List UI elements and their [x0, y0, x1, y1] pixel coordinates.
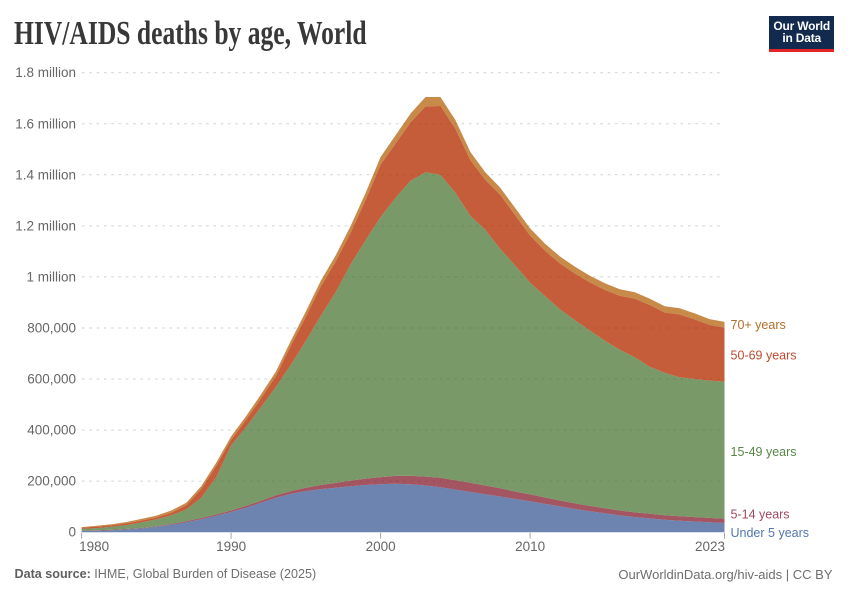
svg-text:2023: 2023	[695, 539, 725, 554]
svg-text:200,000: 200,000	[27, 474, 76, 489]
svg-text:600,000: 600,000	[27, 372, 76, 387]
svg-text:1980: 1980	[79, 539, 109, 554]
svg-text:1.4 million: 1.4 million	[15, 167, 76, 182]
svg-text:1.8 million: 1.8 million	[15, 65, 76, 80]
svg-text:70+ years: 70+ years	[731, 318, 786, 332]
svg-text:2010: 2010	[515, 539, 545, 554]
svg-text:800,000: 800,000	[27, 321, 76, 336]
svg-text:0: 0	[68, 525, 76, 540]
svg-text:1.6 million: 1.6 million	[15, 116, 76, 131]
svg-text:5-14 years: 5-14 years	[731, 508, 790, 522]
svg-text:1990: 1990	[216, 539, 246, 554]
svg-text:15-49 years: 15-49 years	[731, 445, 797, 459]
svg-text:1.2 million: 1.2 million	[15, 218, 76, 233]
svg-text:400,000: 400,000	[27, 423, 76, 438]
svg-text:2000: 2000	[366, 539, 396, 554]
svg-text:Under 5 years: Under 5 years	[731, 526, 810, 540]
svg-text:1 million: 1 million	[26, 269, 76, 284]
svg-text:50-69 years: 50-69 years	[731, 349, 797, 363]
